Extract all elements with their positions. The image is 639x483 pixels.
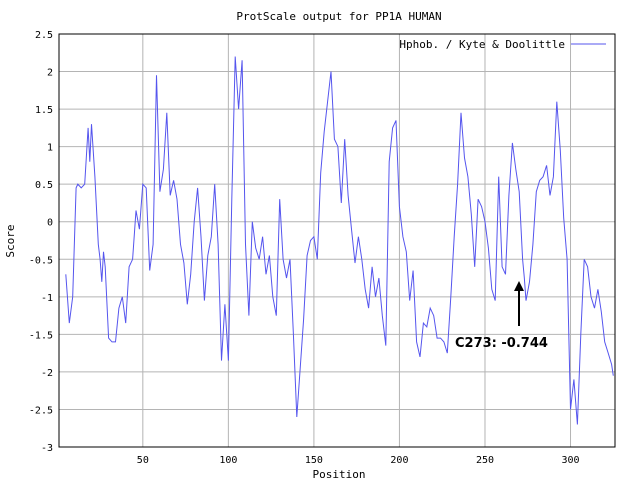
x-tick-label: 50 bbox=[137, 455, 149, 466]
y-tick-label: 0.5 bbox=[35, 180, 53, 191]
grid-lines bbox=[59, 34, 615, 447]
y-tick-label: -0.5 bbox=[29, 255, 53, 266]
series-line-kyte-doolittle bbox=[65, 56, 614, 425]
y-tick-label: 2.5 bbox=[35, 30, 53, 41]
x-axis-title: Position bbox=[313, 468, 366, 481]
y-tick-label: -1 bbox=[41, 293, 53, 304]
legend-label: Hphob. / Kyte & Doolittle bbox=[399, 38, 565, 51]
y-tick-label: 1.5 bbox=[35, 105, 53, 116]
x-tick-label: 100 bbox=[219, 455, 237, 466]
y-tick-label: -2 bbox=[41, 368, 53, 379]
y-tick-label: 1 bbox=[47, 143, 53, 154]
y-tick-label: 0 bbox=[47, 218, 53, 229]
y-tick-label: -2.5 bbox=[29, 405, 53, 416]
annotation: C273: -0.744 bbox=[455, 281, 548, 351]
x-tick-label: 300 bbox=[561, 455, 579, 466]
legend: Hphob. / Kyte & Doolittle bbox=[399, 38, 606, 51]
axis-ticks: -3 -2.5 -2 -1.5 -1 -0.5 0 0.5 1 1.5 2 2.5 50 100 150 20… bbox=[29, 30, 580, 466]
x-tick-label: 200 bbox=[390, 455, 408, 466]
plot-frame bbox=[58, 33, 616, 448]
y-tick-label: 2 bbox=[47, 68, 53, 79]
y-tick-label: -1.5 bbox=[29, 330, 53, 341]
x-tick-label: 250 bbox=[476, 455, 494, 466]
chart-title: ProtScale output for PP1A HUMAN bbox=[236, 10, 441, 23]
y-tick-label: -3 bbox=[41, 443, 53, 454]
annotation-arrow-head bbox=[514, 281, 524, 291]
annotation-label: C273: -0.744 bbox=[455, 336, 548, 351]
y-axis-title: Score bbox=[4, 224, 17, 257]
x-tick-label: 150 bbox=[305, 455, 323, 466]
